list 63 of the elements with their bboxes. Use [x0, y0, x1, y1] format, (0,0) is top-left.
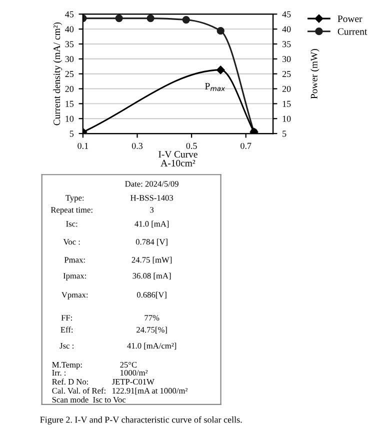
text: Isc:: [66, 221, 78, 227]
y-axis-title: Current density (mA/ cm²): [53, 22, 62, 126]
y-tick-label: 40: [65, 26, 74, 32]
text: JETP-C01W: [112, 378, 154, 385]
y2-tick-label: 25: [282, 70, 291, 78]
y-tick-label: 20: [65, 86, 74, 92]
y-tick-label: 35: [65, 41, 74, 48]
text: 122.91[mA at 1000/m²: [112, 388, 188, 395]
y2-tick-label: 45: [282, 11, 291, 18]
text: 1000/m²: [120, 370, 148, 376]
point: [115, 14, 123, 22]
text: Vpmax:: [62, 292, 88, 300]
point: [216, 27, 224, 35]
y-tick-label: 10: [66, 116, 74, 122]
y-tick-label: 30: [65, 56, 74, 62]
text: Eff:: [60, 326, 73, 333]
x-tick-label: 0.5: [186, 142, 197, 149]
x-tick-label: 0.7: [240, 142, 252, 149]
y2-axis-title: Power (mW): [310, 49, 320, 99]
legend-label: Current: [338, 28, 368, 35]
text: Type:: [66, 195, 84, 202]
text: Date: 2024/5/09: [125, 181, 178, 187]
text: Ref. D No:: [52, 378, 88, 385]
text: 3: [150, 207, 154, 213]
text: 25°C: [120, 362, 137, 368]
text: 24.75 [mW]: [132, 256, 172, 264]
y2-tick-label: 35: [282, 41, 291, 48]
text: 36.08 [mA]: [132, 272, 171, 280]
point: [146, 14, 154, 22]
y-tick-label: 15: [66, 100, 74, 107]
text: Voc :: [63, 239, 80, 245]
text: Cal. Val. of Ref:: [52, 388, 106, 394]
x-tick-label: 0.3: [132, 142, 143, 149]
text: FF:: [61, 315, 72, 321]
y2-tick-label: 30: [282, 56, 291, 62]
y-tick-label: 5: [70, 130, 74, 137]
y-tick-label: 25: [65, 70, 74, 78]
text: 0.686[V]: [136, 292, 166, 299]
text: Pmax:: [64, 257, 85, 263]
y2-tick-label: 20: [282, 86, 291, 92]
text: Ipmax:: [63, 273, 86, 280]
text: 0.784 [V]: [136, 238, 168, 246]
annotation: P$_{max}$: [205, 82, 226, 92]
legend-label: Power: [338, 16, 362, 22]
text: Irr. :: [52, 370, 66, 376]
y2-tick-label: 10: [282, 116, 291, 122]
y-tick-label: 45: [65, 11, 74, 18]
text: Scan mode Isc to Voc: [52, 396, 126, 403]
text: Jsc :: [60, 343, 74, 349]
caption: Figure 2. I-V and P-V characteristic curve of solar cells.: [40, 416, 242, 425]
text: 77%: [144, 314, 160, 321]
point: [182, 16, 190, 24]
text: 41.0 [mA/cm²]: [127, 342, 176, 350]
text: H-BSS-1403: [130, 195, 174, 201]
text: 24.75[%]: [136, 326, 167, 334]
text: M.Temp:: [52, 362, 82, 370]
x-tick-label: 0.1: [78, 142, 88, 149]
y2-tick-label: 40: [282, 26, 291, 32]
y2-tick-label: 5: [282, 130, 286, 137]
text: Repeat time:: [50, 207, 92, 214]
text: 41.0 [mA]: [134, 220, 169, 228]
y2-tick-label: 15: [282, 100, 291, 107]
x-axis-title: I-V Curve A-10cm²: [158, 151, 198, 166]
